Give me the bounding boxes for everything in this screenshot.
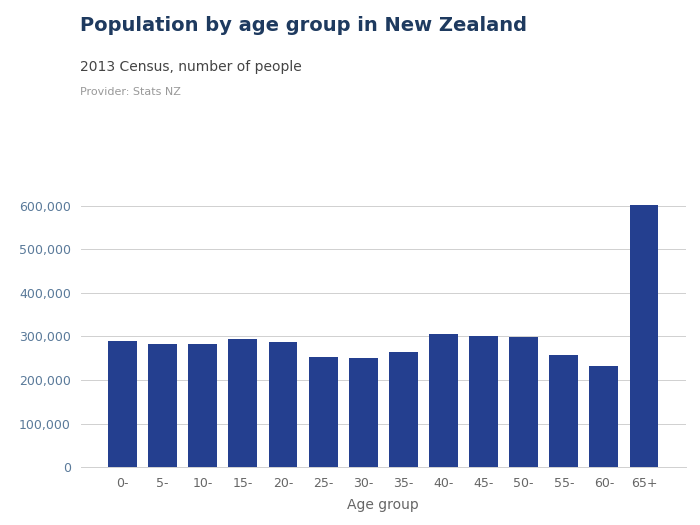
Bar (469, 337, 498, 467)
Bar (550, 355, 578, 467)
Text: Population by age group in New Zealand: Population by age group in New Zealand (80, 16, 528, 35)
Bar (509, 337, 538, 467)
Text: figure.nz: figure.nz (583, 27, 659, 40)
Bar (269, 342, 298, 467)
Bar (309, 357, 337, 467)
Bar (629, 205, 659, 467)
Text: 2013 Census, number of people: 2013 Census, number of people (80, 60, 302, 75)
Bar (589, 365, 618, 467)
Bar (349, 358, 377, 467)
X-axis label: Age group: Age group (347, 498, 419, 512)
Bar (188, 344, 217, 467)
Bar (228, 339, 258, 467)
Text: Provider: Stats NZ: Provider: Stats NZ (80, 87, 181, 97)
Bar (108, 341, 137, 467)
Bar (429, 334, 458, 467)
Bar (148, 344, 177, 467)
Bar (389, 352, 418, 467)
